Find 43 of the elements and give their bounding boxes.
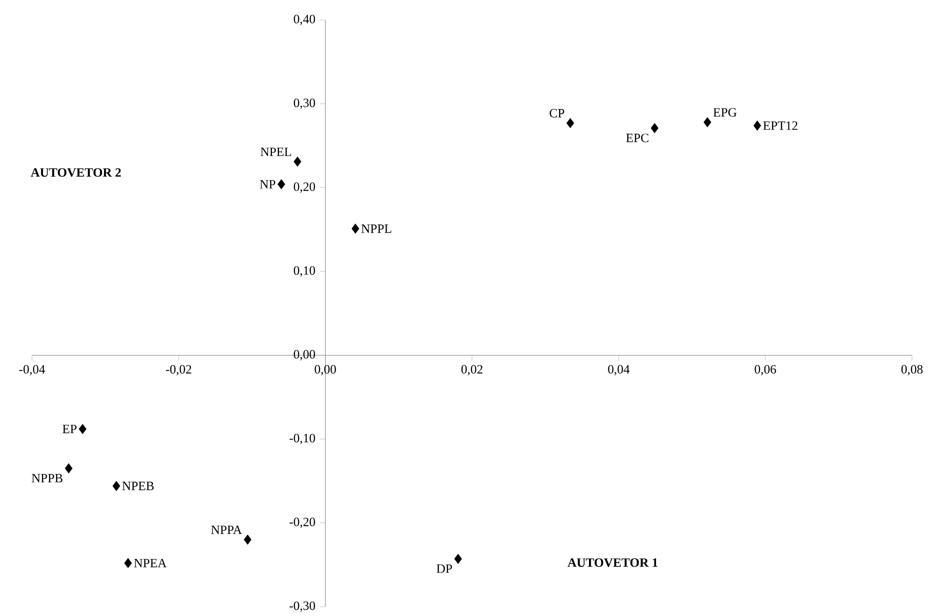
- point: [124, 558, 132, 568]
- annotation: NPEA: [134, 558, 167, 568]
- y-tick-label: -0,10: [290, 434, 316, 444]
- x-axis-title: AUTOVETOR 1: [568, 558, 658, 567]
- x-tick-label: 0,06: [754, 365, 776, 376]
- y-tick-label: -0,30: [290, 601, 316, 612]
- y-tick-label: 0,40: [294, 14, 316, 26]
- point: [64, 463, 72, 474]
- x-tick-label: 0,08: [901, 365, 923, 376]
- annotation: NPEB: [122, 482, 154, 490]
- point: [278, 179, 286, 190]
- annotation: EPT12: [763, 121, 798, 130]
- point: [244, 534, 252, 545]
- x-tick-label: -0,02: [166, 365, 192, 376]
- point: [112, 481, 120, 491]
- annotation: EPC: [626, 134, 648, 142]
- point: [454, 554, 462, 564]
- annotation: NPPB: [32, 474, 62, 482]
- point: [294, 156, 302, 167]
- annotation: EPG: [713, 108, 737, 117]
- point: [78, 424, 86, 434]
- annotation: NPEL: [260, 148, 292, 156]
- annotation: EP: [62, 424, 77, 434]
- x-tick-label: 0,00: [314, 365, 336, 376]
- point: [352, 224, 360, 234]
- y-tick-label: 0,20: [294, 182, 316, 193]
- point: [650, 123, 658, 134]
- y-tick-label: 0,00: [294, 350, 316, 360]
- annotation: NPPL: [361, 224, 392, 233]
- point: [704, 117, 712, 128]
- x-tick-label: -0,04: [19, 365, 46, 376]
- annotation: NP: [260, 180, 276, 188]
- y-tick-label: 0,30: [294, 98, 316, 109]
- x-tick-label: 0,02: [461, 365, 482, 376]
- point: [754, 120, 762, 131]
- x-tick-label: 0,04: [608, 365, 630, 376]
- annotation: DP: [436, 564, 452, 573]
- y-tick-label: -0,20: [290, 518, 316, 528]
- annotation: CP: [550, 108, 564, 118]
- y-axis-title: AUTOVETOR 2: [30, 168, 121, 177]
- point: [566, 118, 574, 128]
- y-tick-label: 0,10: [294, 266, 316, 277]
- annotation: NPPA: [211, 526, 242, 534]
